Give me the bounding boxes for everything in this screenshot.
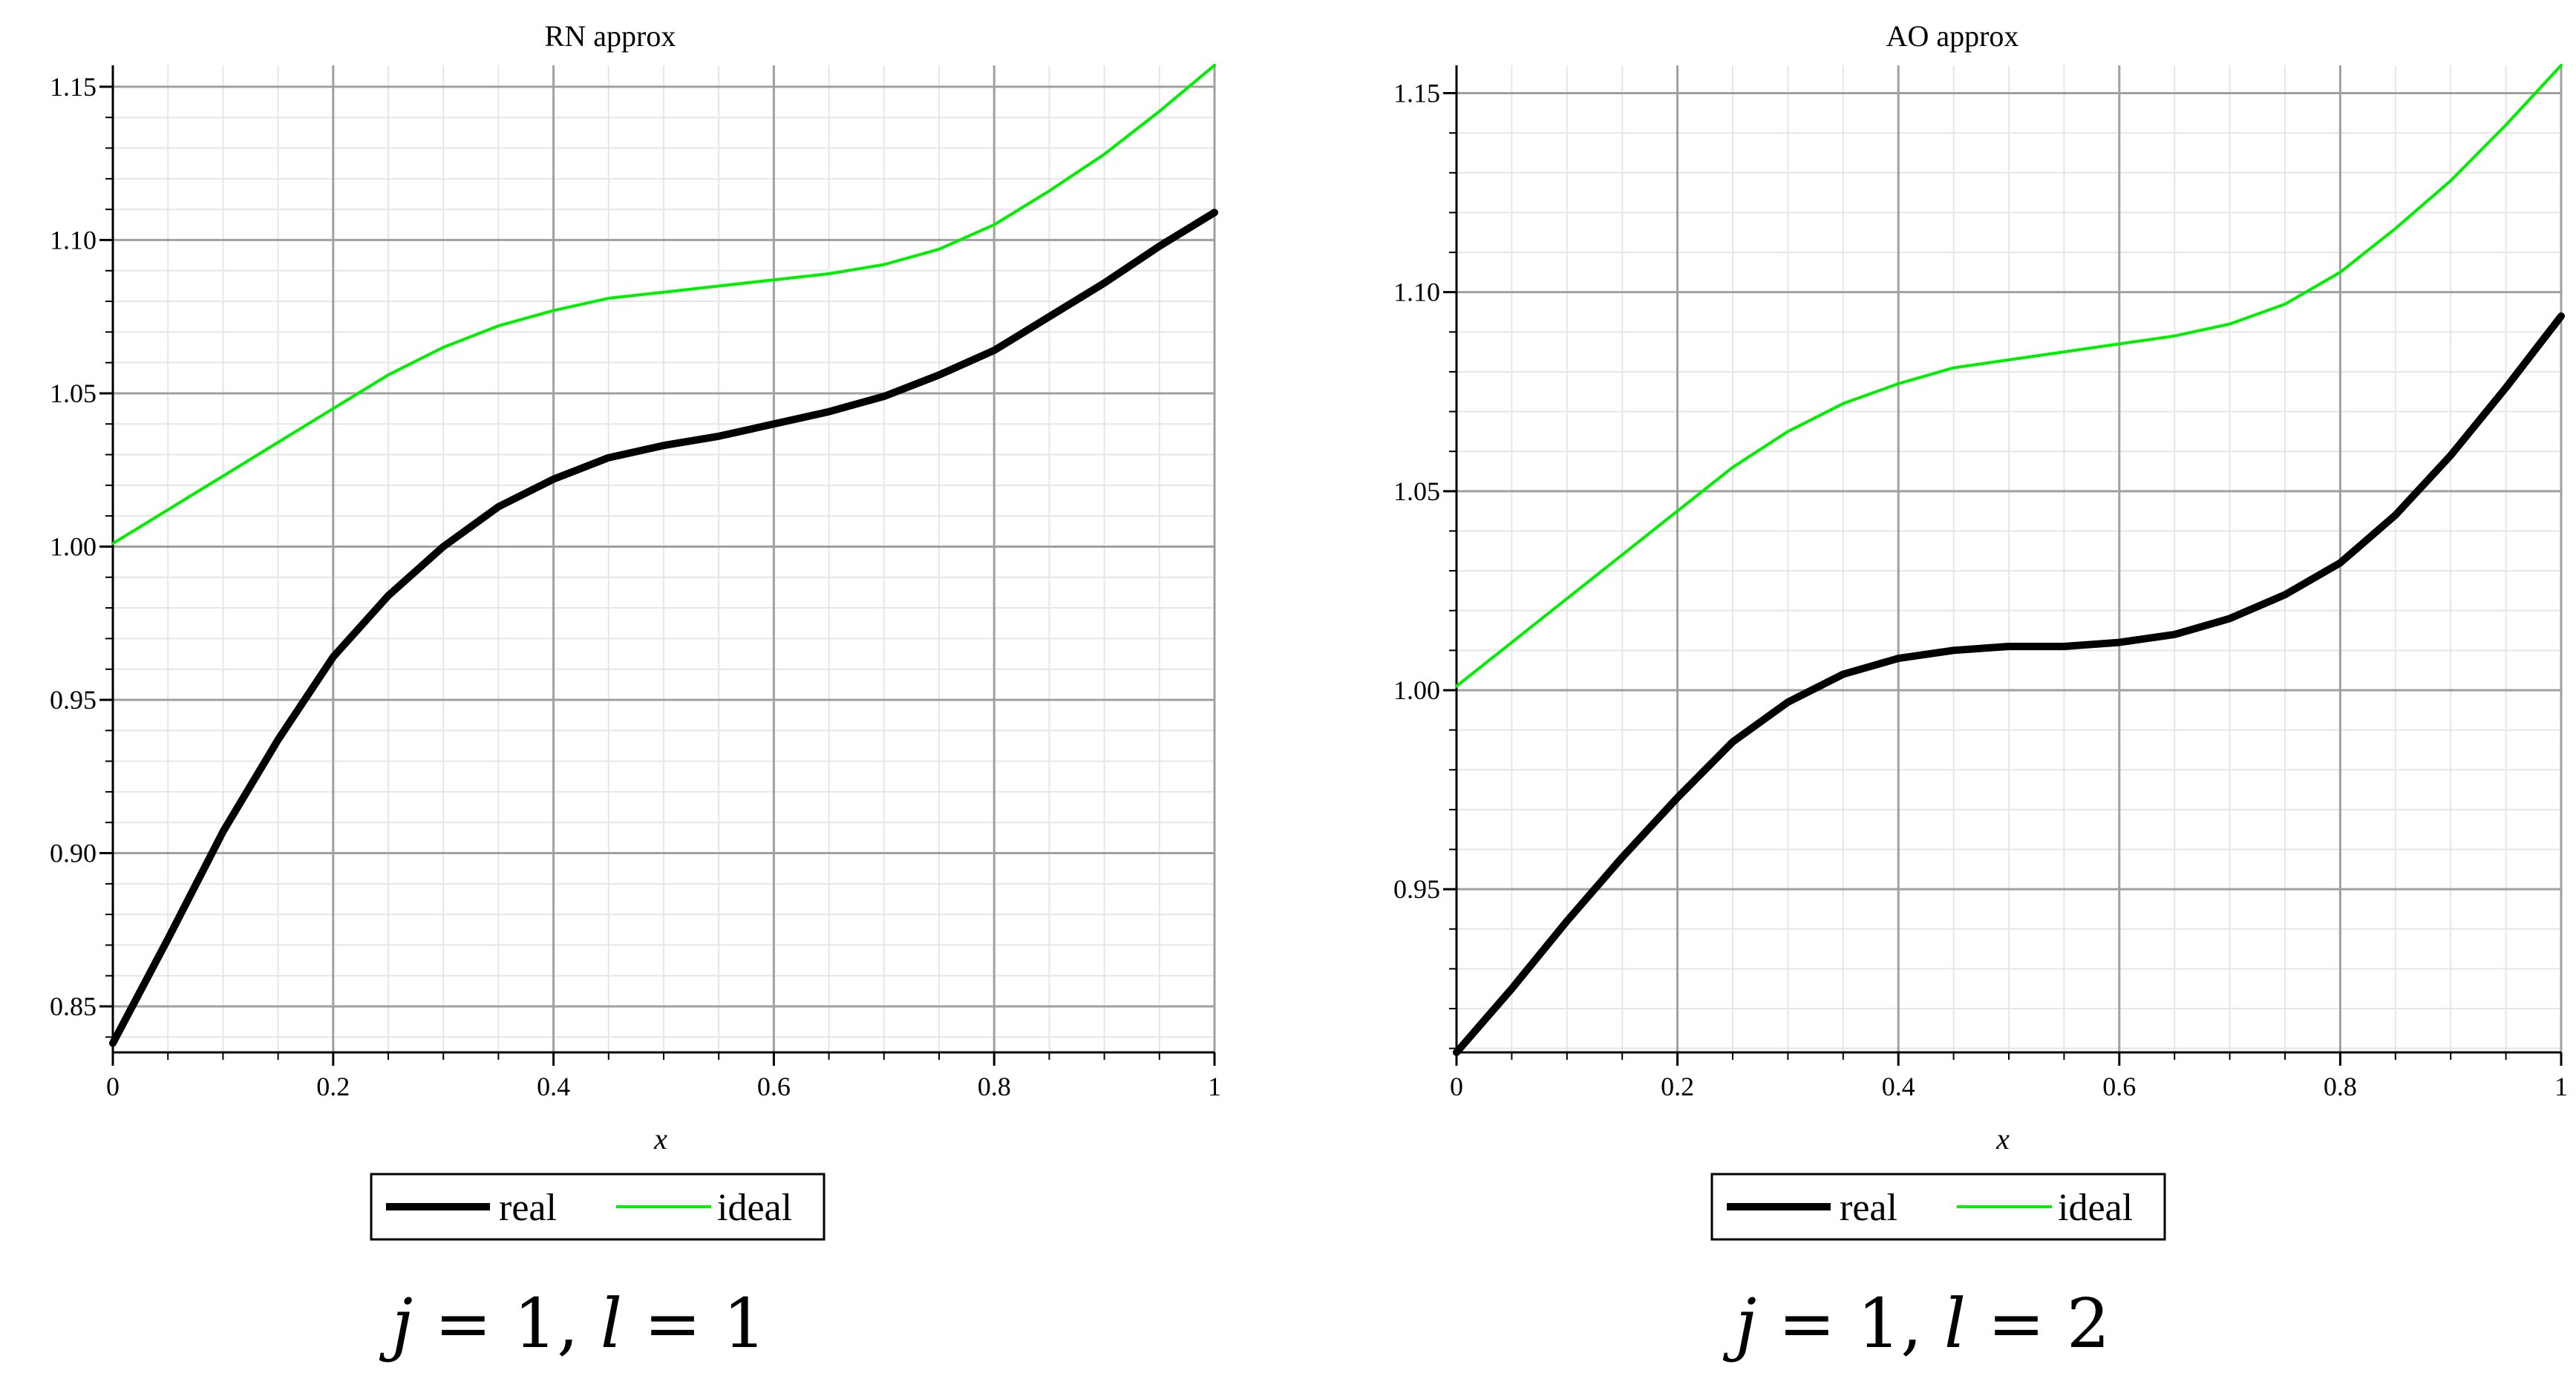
series-line-real bbox=[109, 209, 1218, 1047]
caption-j: j bbox=[1723, 1284, 1757, 1363]
x-tick-label: 0.4 bbox=[537, 1072, 570, 1101]
y-tick-label: 0.85 bbox=[50, 992, 97, 1021]
y-tick-label: 1.10 bbox=[50, 225, 97, 255]
x-tick-label: 1 bbox=[2554, 1072, 2568, 1101]
caption-j: j bbox=[379, 1284, 413, 1363]
legend: real ideal bbox=[1710, 1173, 2166, 1241]
x-axis-label: x bbox=[1995, 1122, 2010, 1156]
x-tick-label: 0.6 bbox=[757, 1072, 791, 1101]
y-tick-label: 1.00 bbox=[50, 531, 97, 561]
y-tick-label: 0.95 bbox=[50, 685, 97, 715]
series-line-real bbox=[1453, 312, 2565, 1056]
chart-title: RN approx bbox=[545, 19, 676, 53]
x-axis-label: x bbox=[653, 1122, 667, 1156]
x-tick-label: 1 bbox=[1208, 1072, 1221, 1101]
x-tick-label: 0 bbox=[106, 1072, 120, 1101]
x-tick-label: 0.2 bbox=[316, 1072, 350, 1101]
legend-label-real: real bbox=[499, 1187, 557, 1229]
plot-area: 0 0.2 0.4 0.6 0.8 1 0.95 1.00 1.05 1.10 1.15 bbox=[1393, 64, 2568, 1101]
caption-eq2: = 2 bbox=[1987, 1284, 2110, 1363]
x-tick-label: 0.8 bbox=[2324, 1072, 2357, 1101]
legend-label-real: real bbox=[1840, 1187, 1897, 1229]
y-tick-label: 1.05 bbox=[50, 379, 97, 408]
y-tick-label: 1.15 bbox=[1393, 79, 1440, 108]
series-line-ideal bbox=[111, 64, 1216, 545]
caption-l: l bbox=[601, 1284, 622, 1363]
chart-rn-approx: RN approx x real ideal j = 1, l = 1 0 0.2… bbox=[50, 19, 1221, 1363]
x-tick-label: 0.8 bbox=[978, 1072, 1011, 1101]
caption-eq: = 1, bbox=[434, 1284, 578, 1363]
y-tick-label: 0.90 bbox=[50, 839, 97, 868]
y-tick-label: 0.95 bbox=[1393, 874, 1440, 904]
x-tick-label: 0.2 bbox=[1661, 1072, 1694, 1101]
caption-l: l bbox=[1944, 1284, 1966, 1363]
chart-ao-approx: AO approx x real ideal j = 1, l = 2 0 0.2… bbox=[1393, 19, 2568, 1363]
x-tick-label: 0.6 bbox=[2102, 1072, 2136, 1101]
legend-label-ideal: ideal bbox=[2058, 1187, 2133, 1229]
y-tick-label: 1.10 bbox=[1393, 278, 1440, 307]
y-tick-label: 1.15 bbox=[50, 72, 97, 102]
series-line-ideal bbox=[1455, 64, 2563, 688]
x-tick-label: 0.4 bbox=[1882, 1072, 1915, 1101]
y-tick-label: 1.05 bbox=[1393, 476, 1440, 506]
caption-eq: = 1, bbox=[1778, 1284, 1922, 1363]
legend-label-ideal: ideal bbox=[717, 1187, 792, 1229]
chart-title: AO approx bbox=[1886, 19, 2019, 53]
legend: real ideal bbox=[370, 1173, 826, 1241]
plot-area: 0 0.2 0.4 0.6 0.8 1 0.85 0.90 0.95 1.00 1.05 1.10 1.… bbox=[50, 64, 1221, 1101]
caption-eq2: = 1 bbox=[644, 1284, 766, 1363]
caption-right: j = 1, l = 2 bbox=[1723, 1284, 2111, 1363]
caption-left: j = 1, l = 1 bbox=[379, 1284, 767, 1363]
x-tick-label: 0 bbox=[1450, 1072, 1463, 1101]
y-tick-label: 1.00 bbox=[1393, 675, 1440, 705]
